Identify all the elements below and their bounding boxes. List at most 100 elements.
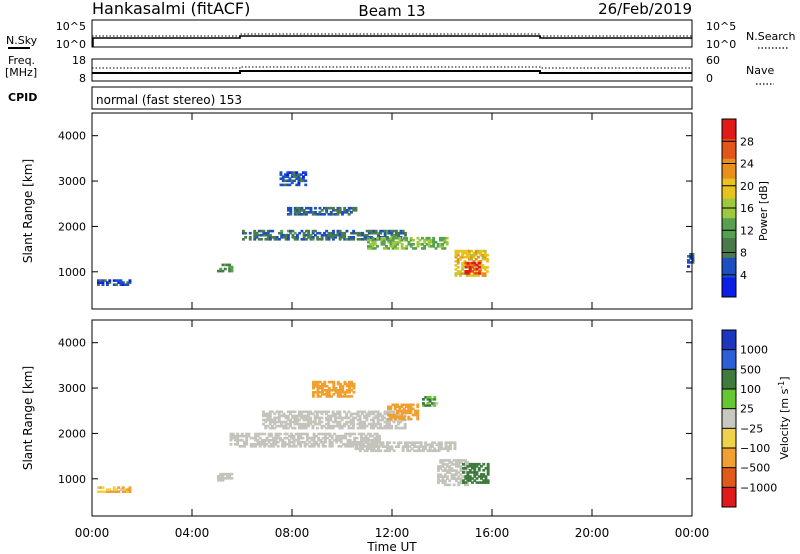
ground-scatter-cell: [311, 426, 315, 430]
power-echo-cell: [454, 264, 458, 267]
ground-scatter-cell: [376, 414, 380, 418]
power-echo-cell: [441, 245, 445, 248]
ground-scatter-cell: [457, 475, 461, 478]
power-echo-cell: [483, 258, 487, 261]
ground-scatter-cell: [364, 436, 368, 440]
velocity-echo-cell: [352, 391, 356, 394]
power-echo-cell: [126, 281, 130, 284]
ground-scatter-cell: [283, 445, 287, 448]
ground-scatter-cell: [254, 434, 258, 438]
velocity-colorbar-swatch: [722, 330, 736, 350]
power-echo-cell: [230, 265, 234, 269]
velocity-echo-cell: [327, 389, 331, 392]
ground-scatter-cell: [446, 445, 450, 448]
ground-scatter-cell: [433, 441, 437, 444]
velocity-echo-cell: [334, 389, 338, 392]
power-echo-cell: [242, 231, 245, 235]
ground-scatter-cell: [231, 436, 235, 440]
ground-scatter-cell: [300, 426, 304, 430]
ground-scatter-cell: [271, 426, 274, 430]
power-echo-cell: [323, 231, 326, 235]
ground-scatter-cell: [376, 410, 380, 414]
ground-scatter-cell: [392, 441, 396, 444]
ground-scatter-cell: [457, 481, 461, 485]
power-echo-cell: [297, 179, 301, 183]
ground-scatter-cell: [340, 426, 344, 430]
power-echo-cell: [307, 206, 311, 210]
power-colorbar-swatch: [722, 257, 736, 278]
ground-scatter-cell: [441, 463, 445, 466]
ground-scatter-cell: [340, 416, 344, 420]
ground-scatter-cell: [342, 434, 345, 438]
ground-scatter-cell: [335, 440, 339, 444]
power-y-tick-label: 1000: [58, 266, 86, 279]
power-echo-cell: [290, 173, 294, 176]
power-echo-cell: [295, 173, 299, 176]
ground-scatter-cell: [362, 436, 366, 440]
ground-scatter-cell: [457, 483, 461, 487]
ground-scatter-cell: [276, 440, 280, 444]
ground-scatter-cell: [262, 418, 265, 422]
power-echo-cell: [289, 213, 293, 216]
ground-scatter-cell: [319, 432, 323, 436]
ground-scatter-cell: [361, 445, 365, 448]
velocity-echo-cell: [341, 386, 345, 390]
power-echo-cell: [287, 213, 290, 216]
power-echo-cell: [441, 238, 445, 242]
ground-scatter-cell: [306, 436, 309, 440]
ground-scatter-cell: [271, 420, 274, 424]
ground-scatter-cell: [351, 445, 354, 448]
ground-scatter-cell: [446, 463, 449, 466]
velocity-echo-cell: [398, 409, 402, 413]
power-echo-cell: [486, 258, 489, 261]
ground-scatter-cell: [361, 412, 364, 416]
velocity-colorbar-swatch: [722, 349, 736, 370]
ground-scatter-cell: [441, 459, 445, 462]
ground-scatter-cell: [406, 445, 410, 448]
velocity-echo-cell: [424, 396, 428, 399]
ground-scatter-cell: [442, 447, 446, 451]
ground-scatter-cell: [243, 434, 246, 438]
ground-scatter-cell: [302, 416, 306, 420]
power-echo-cell: [302, 233, 306, 237]
power-echo-cell: [307, 233, 311, 237]
power-echo-cell: [380, 236, 384, 240]
ground-scatter-cell: [281, 440, 285, 444]
ground-scatter-cell: [397, 441, 401, 444]
power-echo-cell: [260, 238, 263, 241]
power-echo-cell: [689, 261, 693, 264]
ground-scatter-cell: [466, 483, 470, 487]
ground-scatter-cell: [375, 443, 379, 446]
power-echo-cell: [305, 213, 308, 216]
power-echo-cell: [352, 206, 356, 210]
power-echo-cell: [436, 243, 440, 246]
power-echo-cell: [481, 255, 485, 259]
ground-scatter-cell: [321, 436, 325, 440]
power-echo-cell: [332, 213, 335, 216]
ground-scatter-cell: [337, 445, 341, 448]
velocity-echo-cell: [400, 413, 404, 417]
ground-scatter-cell: [372, 424, 376, 428]
ground-scatter-cell: [378, 436, 381, 440]
ground-scatter-cell: [388, 441, 392, 444]
ground-scatter-cell: [330, 445, 334, 448]
velocity-echo-cell: [431, 398, 434, 401]
ground-scatter-cell: [443, 481, 447, 485]
power-echo-cell: [302, 213, 306, 216]
ground-scatter-cell: [415, 441, 419, 444]
ground-scatter-cell: [343, 424, 346, 428]
ground-scatter-cell: [459, 459, 463, 462]
ground-scatter-cell: [385, 424, 389, 428]
velocity-echo-cell: [321, 389, 324, 392]
power-echo-cell: [474, 258, 478, 261]
ground-scatter-cell: [328, 434, 332, 438]
velocity-echo-cell: [350, 395, 354, 398]
freq-label-line1: Freq.: [8, 54, 35, 67]
power-echo-cell: [347, 213, 351, 216]
ground-scatter-cell: [300, 424, 304, 428]
power-echo-cell: [691, 255, 695, 258]
power-echo-cell: [459, 255, 462, 259]
freq-label-line2: [MHz]: [5, 66, 37, 79]
power-echo-cell: [382, 236, 386, 240]
ground-scatter-cell: [372, 420, 376, 424]
